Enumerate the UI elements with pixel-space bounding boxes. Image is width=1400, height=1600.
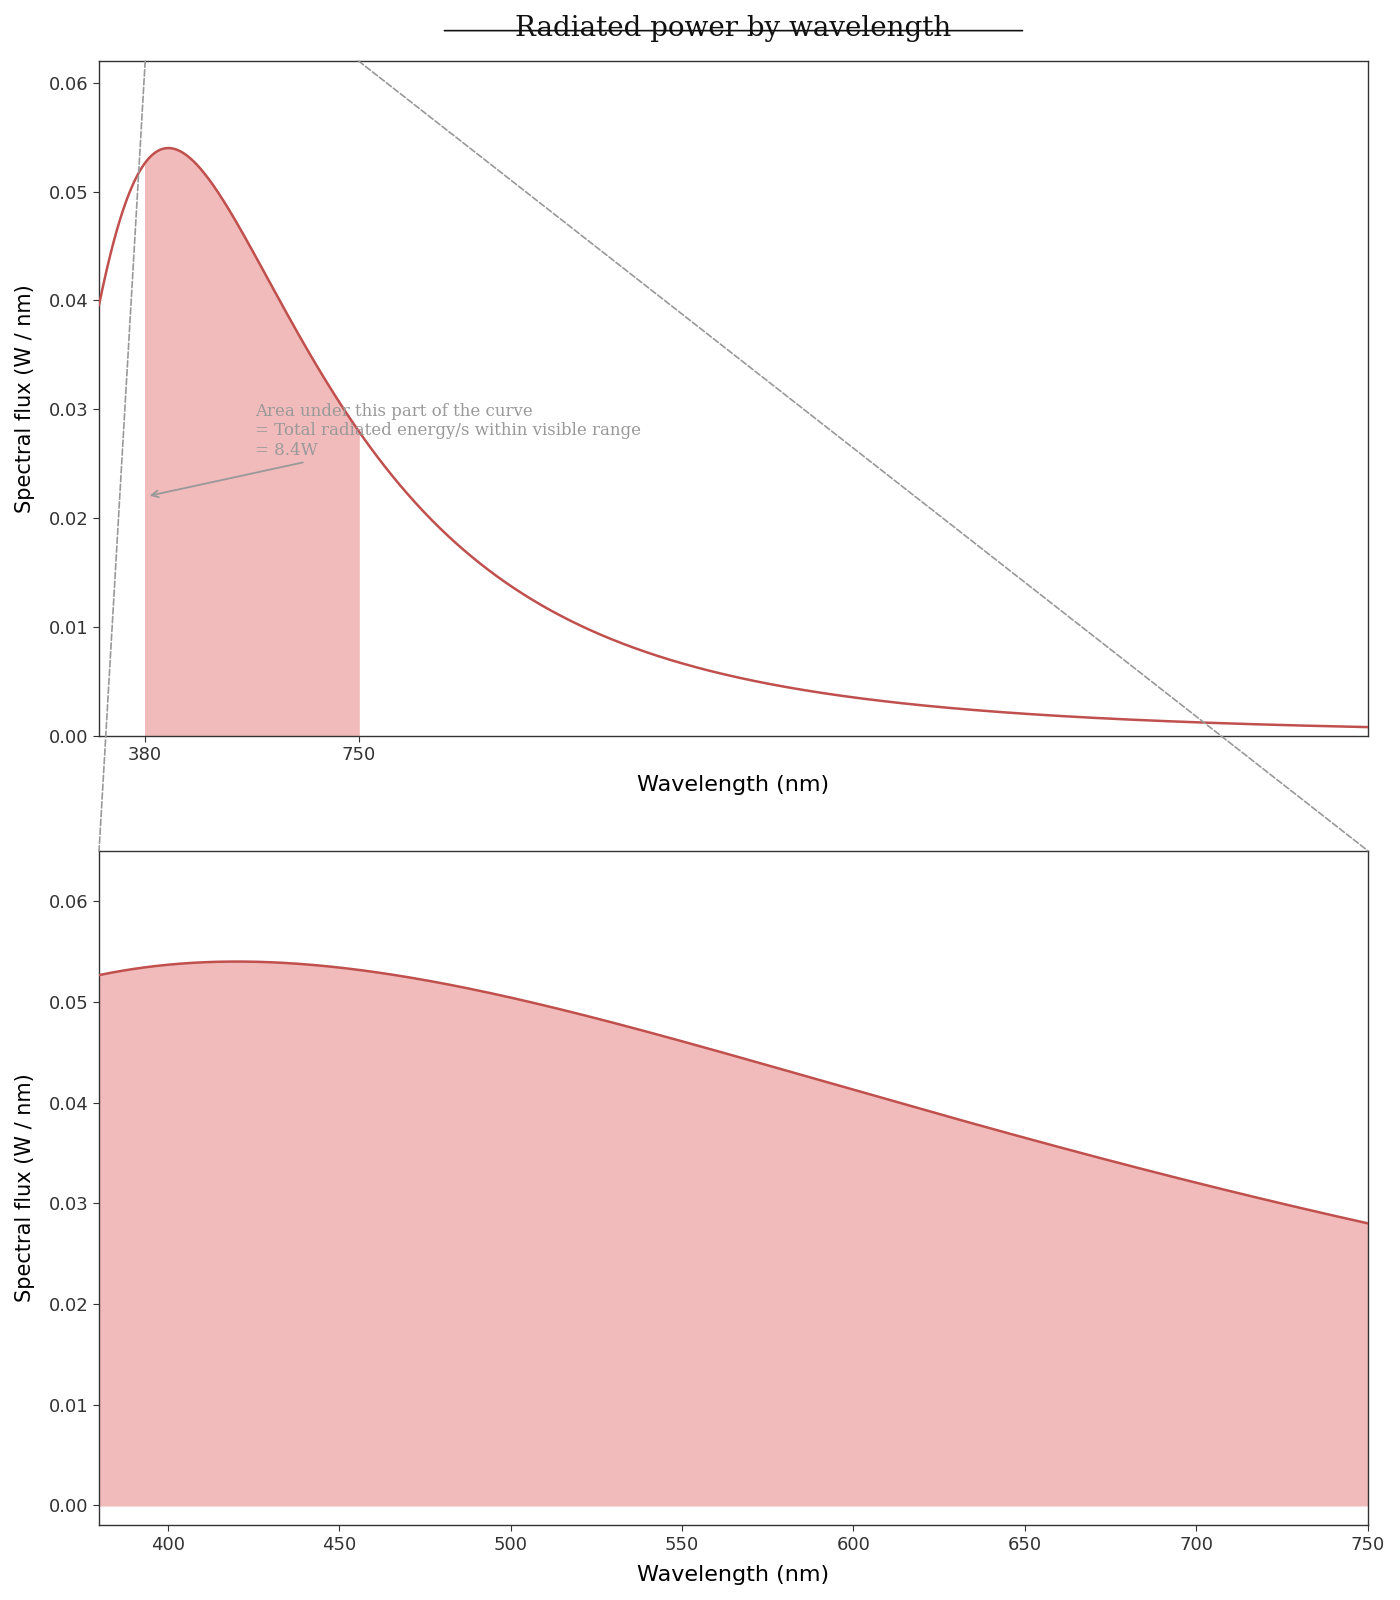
Text: Area under this part of the curve
= Total radiated energy/s within visible range: Area under this part of the curve = Tota… bbox=[151, 403, 641, 498]
X-axis label: Wavelength (nm): Wavelength (nm) bbox=[637, 776, 830, 795]
X-axis label: Wavelength (nm): Wavelength (nm) bbox=[637, 1565, 830, 1586]
Y-axis label: Spectral flux (W / nm): Spectral flux (W / nm) bbox=[15, 1074, 35, 1302]
Title: Radiated power by wavelength: Radiated power by wavelength bbox=[515, 14, 952, 42]
Y-axis label: Spectral flux (W / nm): Spectral flux (W / nm) bbox=[15, 283, 35, 512]
